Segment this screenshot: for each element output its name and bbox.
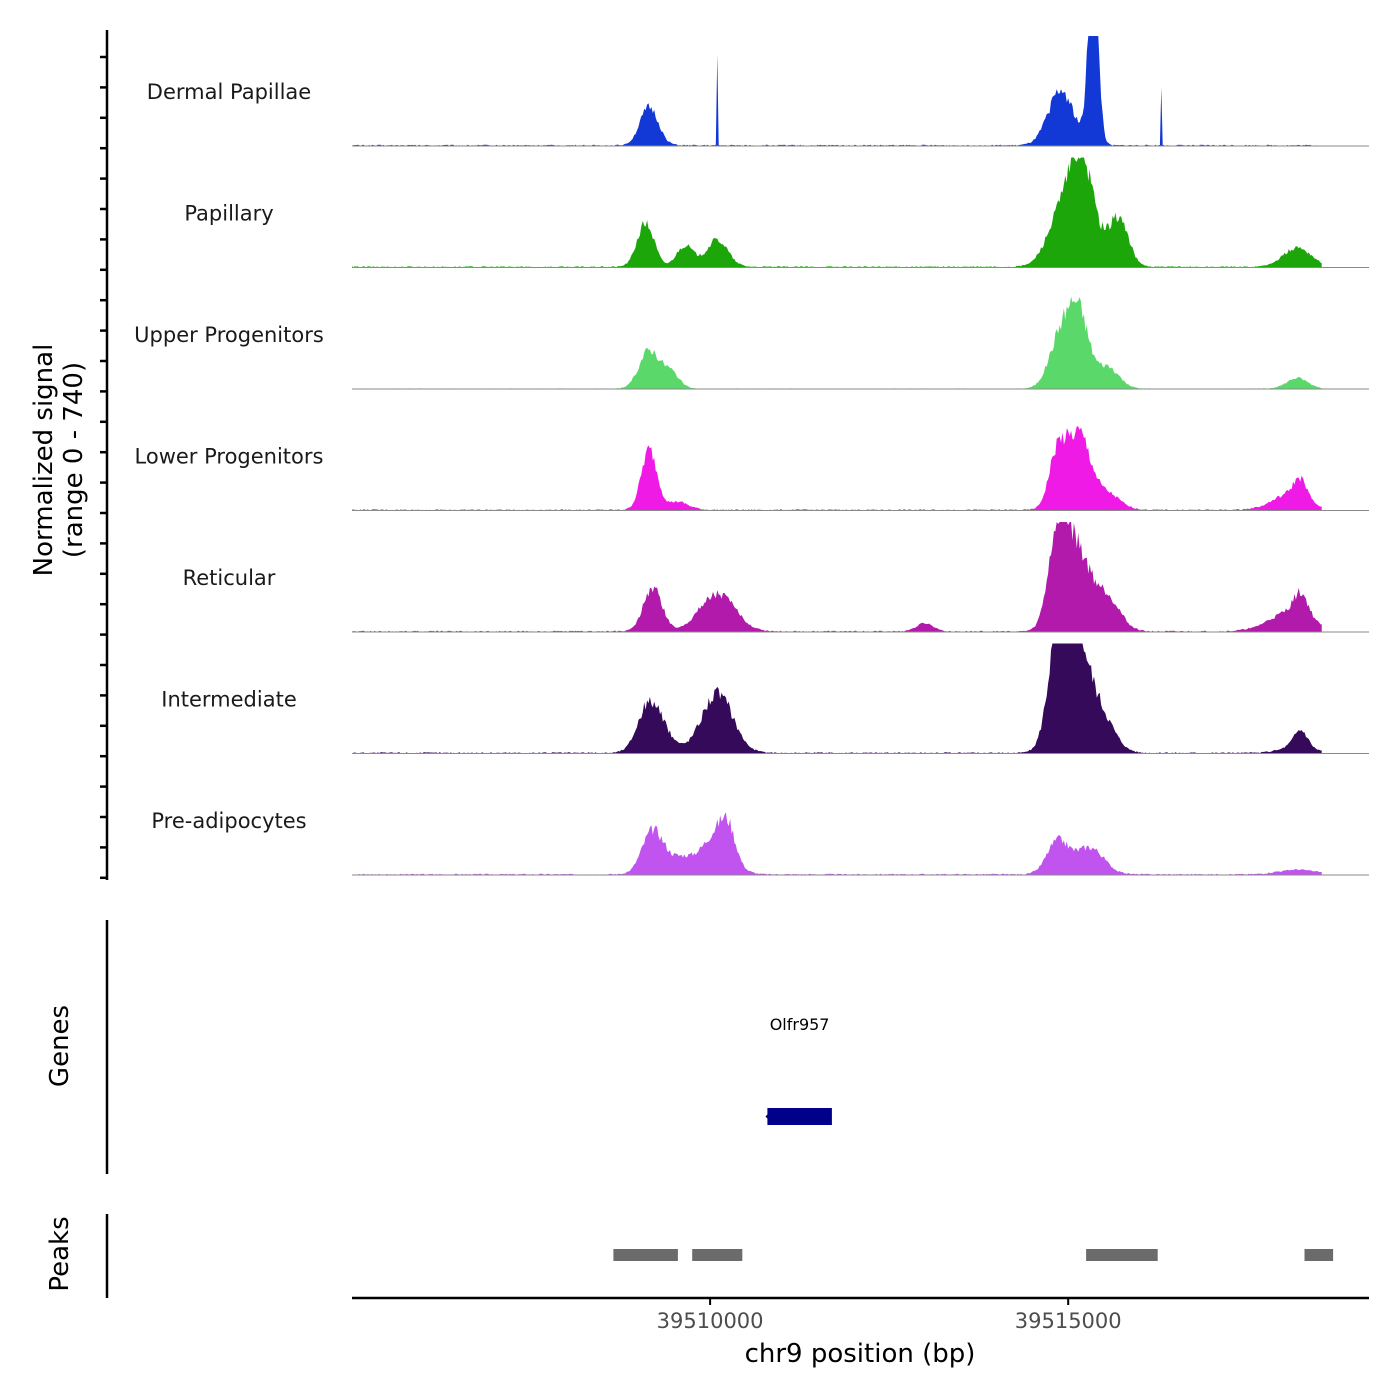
coverage-area (352, 36, 1322, 146)
track-upper-progenitors: Upper Progenitors (134, 296, 1369, 390)
coverage-area (352, 296, 1322, 389)
track-label: Pre-adipocytes (151, 809, 306, 833)
x-tick-label: 39510000 (657, 1309, 764, 1333)
genes-panel: Genes Olfr957 (45, 920, 832, 1174)
coverage-area (352, 157, 1322, 268)
track-intermediate: Intermediate (161, 643, 1369, 754)
peak-region (613, 1249, 678, 1261)
strand-arrow-icon (765, 1112, 770, 1121)
x-axis-title: chr9 position (bp) (745, 1339, 976, 1369)
coverage-area (352, 426, 1322, 511)
peak-region (692, 1249, 743, 1261)
gene-olfr957: Olfr957 (765, 1015, 832, 1125)
track-label: Reticular (183, 566, 276, 590)
track-label: Upper Progenitors (134, 323, 324, 347)
peak-region (1304, 1249, 1334, 1261)
x-tick-label: 39515000 (1015, 1309, 1122, 1333)
coverage-area (352, 643, 1322, 754)
track-dermal-papillae: Dermal Papillae (147, 36, 1369, 147)
track-label: Lower Progenitors (135, 445, 324, 469)
peak-regions (613, 1249, 1334, 1261)
x-axis: 39510000 39515000 chr9 position (bp) (352, 1296, 1369, 1369)
track-papillary: Papillary (184, 157, 1369, 268)
track-pre-adipocytes: Pre-adipocytes (151, 809, 1369, 876)
gene-models: Olfr957 (765, 1015, 832, 1125)
track-label: Papillary (184, 202, 273, 226)
track-label: Dermal Papillae (147, 80, 311, 104)
coverage-area (352, 522, 1322, 632)
genes-axis-title: Genes (45, 1005, 75, 1087)
peak-region (1086, 1249, 1158, 1261)
coverage-tracks: Dermal Papillae Papillary Upper Progenitor… (134, 36, 1369, 876)
gene-body (767, 1108, 832, 1125)
gene-name-label: Olfr957 (770, 1015, 830, 1034)
peaks-axis-title: Peaks (45, 1216, 75, 1291)
track-reticular: Reticular (183, 522, 1369, 633)
coverage-area (352, 812, 1322, 875)
peaks-panel: Peaks (45, 1214, 1334, 1298)
y-axis-title-line2: (range 0 - 740) (59, 362, 89, 558)
track-label: Intermediate (161, 688, 297, 712)
y-axis-title: Normalized signal (range 0 - 740) (29, 344, 89, 577)
track-lower-progenitors: Lower Progenitors (135, 426, 1369, 511)
x-ticks: 39510000 39515000 (657, 1298, 1122, 1333)
coverage-y-axis (100, 30, 109, 880)
y-axis-title-line1: Normalized signal (29, 344, 59, 577)
